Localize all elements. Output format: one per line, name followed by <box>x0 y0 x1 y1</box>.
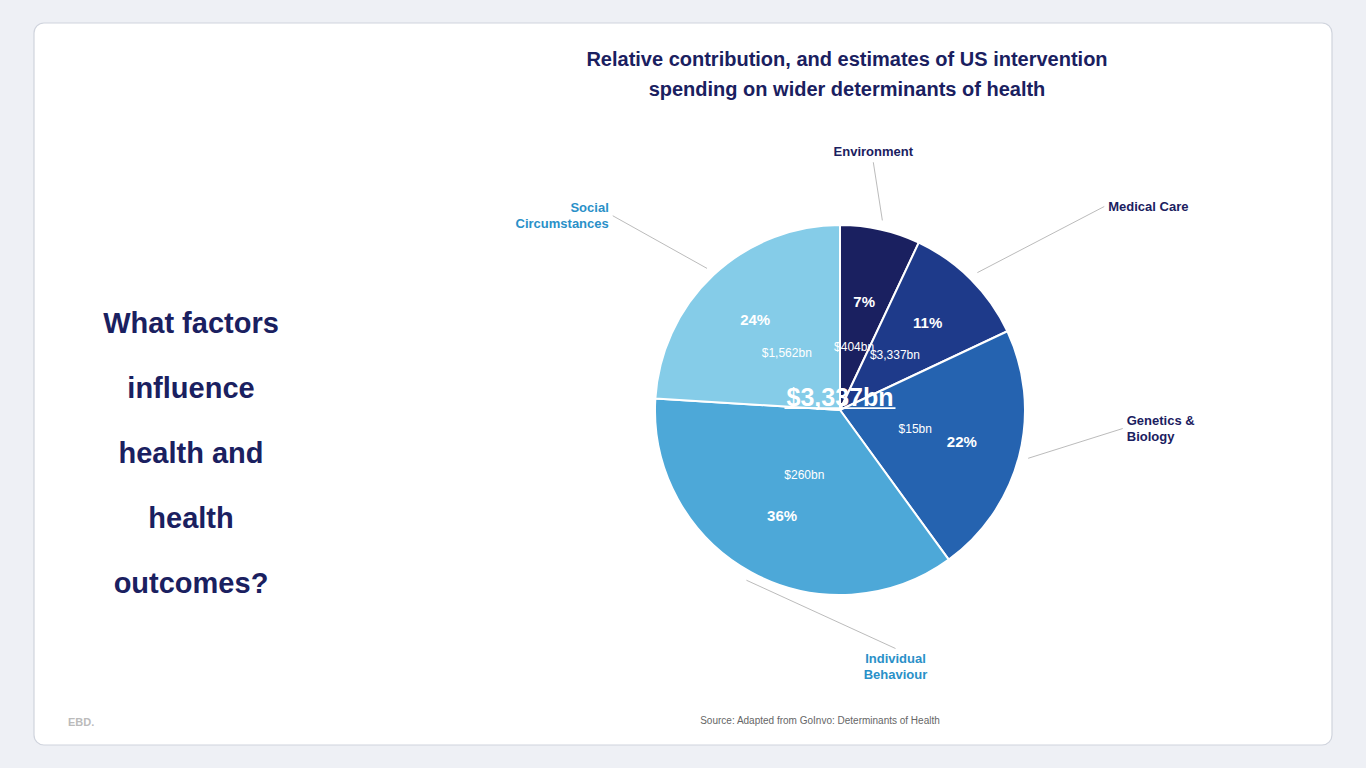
leader-line <box>873 162 882 220</box>
category-label-line: Environment <box>834 144 914 159</box>
left-panel-text: influence <box>127 372 254 404</box>
logo: EBD. <box>68 716 94 728</box>
percent-label: 11% <box>913 314 942 331</box>
amount-label: $260bn <box>784 468 824 482</box>
category-label: Medical Care <box>1108 199 1188 214</box>
left-panel-text: health and <box>118 437 263 469</box>
data-labels: 7% $404bn 11% $3,337bn 22% $15bn 36% $260bn 24% $… <box>740 293 977 524</box>
category-label-line: Biology <box>1127 429 1175 444</box>
left-panel-text: What factors <box>103 307 279 339</box>
percent-label: 22% <box>947 433 977 450</box>
percent-label: 36% <box>767 507 797 524</box>
category-label: Genetics &Biology <box>1127 413 1195 444</box>
category-labels: Environment Medical Care Genetics &Biology… <box>516 144 1195 681</box>
leader-line <box>746 580 895 648</box>
left-panel-text: outcomes? <box>114 567 269 599</box>
amount-label: $1,562bn <box>762 346 812 360</box>
pie-slice <box>655 398 949 595</box>
category-label-line: Medical Care <box>1108 199 1188 214</box>
chart: Relative contribution, and estimates of … <box>0 0 1366 768</box>
card <box>34 23 1332 745</box>
title-line: Relative contribution, and estimates of … <box>586 48 1107 70</box>
category-label-line: Circumstances <box>516 216 609 231</box>
center-label: $3,337bn <box>786 383 893 411</box>
leader-line <box>1028 429 1123 459</box>
amount-label: $3,337bn <box>870 348 920 362</box>
percent-label: 24% <box>740 311 770 328</box>
category-label: IndividualBehaviour <box>864 651 928 682</box>
category-label: SocialCircumstances <box>516 200 609 231</box>
leader-line <box>977 207 1104 273</box>
category-label-line: Individual <box>865 651 926 666</box>
title-line: spending on wider determinants of health <box>649 78 1046 100</box>
center-underline <box>785 407 896 409</box>
source: Source: Adapted from GoInvo: Determinant… <box>700 715 940 726</box>
percent-label: 7% <box>853 293 875 310</box>
category-label: Environment <box>834 144 914 159</box>
pie <box>655 225 1025 595</box>
category-label-line: Social <box>570 200 608 215</box>
category-label-line: Behaviour <box>864 667 928 682</box>
amount-label: $15bn <box>899 422 932 436</box>
title: Relative contribution, and estimates of … <box>586 48 1107 100</box>
category-label-line: Genetics & <box>1127 413 1195 428</box>
leader-line <box>613 216 707 269</box>
amount-label: $404bn <box>834 340 874 354</box>
background <box>0 0 1366 768</box>
left-panel-text: health <box>148 502 233 534</box>
